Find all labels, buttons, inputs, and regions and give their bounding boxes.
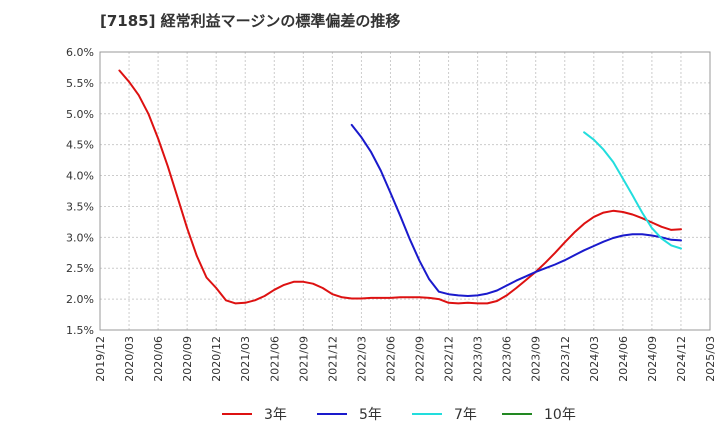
y-tick-label: 2.0% <box>66 293 94 306</box>
legend-label-3: 7年 <box>454 407 477 423</box>
y-tick-label: 1.5% <box>66 324 94 337</box>
x-tick-label: 2021/03 <box>239 336 252 382</box>
x-tick-label: 2020/06 <box>152 336 165 382</box>
x-tick-label: 2020/12 <box>210 336 223 382</box>
series-line-2 <box>350 123 682 297</box>
x-tick-label: 2024/03 <box>588 336 601 382</box>
x-tick-label: 2019/12 <box>94 336 107 382</box>
x-tick-label: 2023/03 <box>472 336 485 382</box>
legend-label-1: 3年 <box>264 407 287 423</box>
x-tick-label: 2024/12 <box>675 336 688 382</box>
x-tick-label: 2020/09 <box>181 336 194 382</box>
x-tick-label: 2022/06 <box>384 336 397 382</box>
x-tick-label: 2020/03 <box>123 336 136 382</box>
x-tick-label: 2022/03 <box>355 336 368 382</box>
x-tick-label: 2024/09 <box>646 336 659 382</box>
y-tick-label: 6.0% <box>66 46 94 59</box>
y-tick-label: 3.5% <box>66 200 94 213</box>
x-tick-label: 2022/12 <box>443 336 456 382</box>
chart-title: [7185] 経常利益マージンの標準偏差の推移 <box>100 12 401 30</box>
x-tick-label: 2023/12 <box>559 336 572 382</box>
y-tick-label: 3.0% <box>66 231 94 244</box>
x-tick-label: 2021/06 <box>268 336 281 382</box>
plot-frame <box>99 51 711 331</box>
y-tick-label: 5.5% <box>66 77 94 90</box>
x-tick-label: 2023/06 <box>501 336 514 382</box>
y-tick-label: 4.0% <box>66 170 94 183</box>
series-line-1 <box>118 69 682 305</box>
series-line-3 <box>583 131 682 250</box>
plot-area <box>100 52 710 330</box>
x-tick-label: 2021/09 <box>297 336 310 382</box>
x-tick-label: 2023/09 <box>530 336 543 382</box>
y-tick-label: 5.0% <box>66 108 94 121</box>
x-tick-label: 2021/12 <box>326 336 339 382</box>
legend-label-4: 10年 <box>544 407 576 423</box>
x-tick-label: 2022/09 <box>414 336 427 382</box>
x-tick-label: 2024/06 <box>617 336 630 382</box>
legend-label-2: 5年 <box>359 407 382 423</box>
y-tick-label: 2.5% <box>66 262 94 275</box>
x-tick-label: 2025/03 <box>704 336 717 382</box>
y-tick-label: 4.5% <box>66 139 94 152</box>
